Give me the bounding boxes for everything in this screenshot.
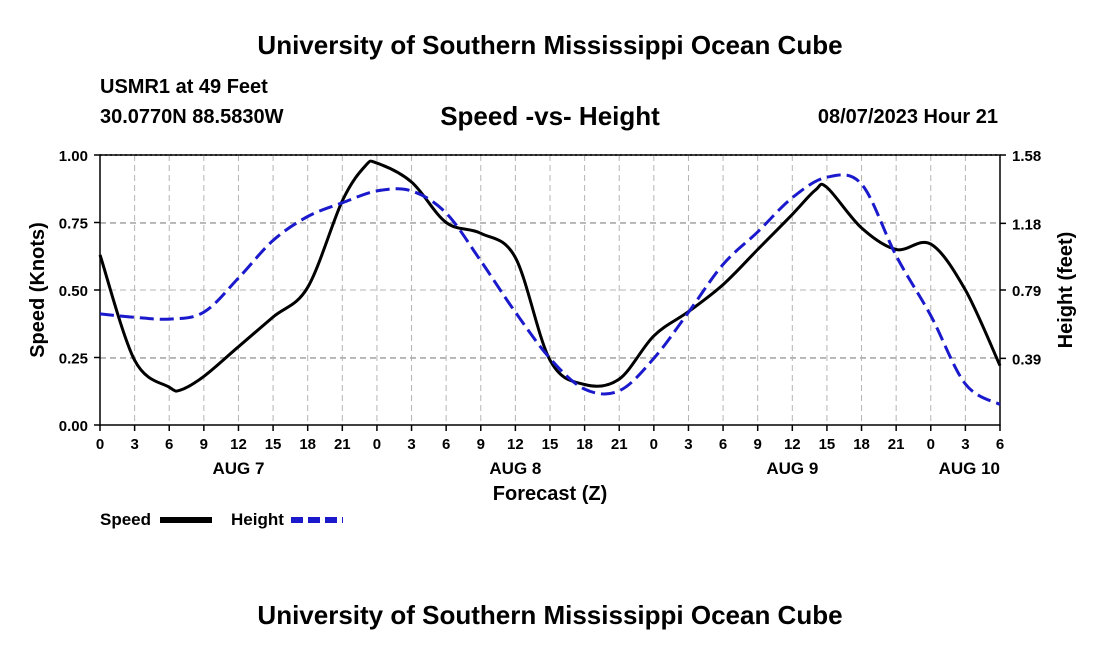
footer-title: University of Southern Mississippi Ocean… <box>257 600 843 630</box>
chart-title: Speed -vs- Height <box>440 101 660 131</box>
forecast-datetime: 08/07/2023 Hour 21 <box>817 106 998 128</box>
x-tick-label: 0 <box>373 436 381 453</box>
y-tick-label: 0.00 <box>59 418 88 435</box>
y2-tick-label: 0.79 <box>1012 283 1041 300</box>
y2-tick-label: 1.58 <box>1012 148 1041 165</box>
x-tick-label: 18 <box>299 436 316 453</box>
y-axis-label: Speed (Knots) <box>27 222 49 358</box>
main-title: University of Southern Mississippi Ocean… <box>257 30 843 60</box>
x-tick-label: 9 <box>477 436 485 453</box>
x-tick-label: 21 <box>334 436 351 453</box>
date-label: AUG 10 <box>939 459 1000 478</box>
x-tick-label: 12 <box>507 436 524 453</box>
x-tick-label: 3 <box>130 436 138 453</box>
x-tick-label: 6 <box>442 436 450 453</box>
y-tick-label: 0.50 <box>59 283 88 300</box>
y-axis-left: 0.00 0.25 0.50 0.75 1.00 <box>59 148 100 435</box>
x-tick-label: 9 <box>200 436 208 453</box>
x-tick-label: 12 <box>784 436 801 453</box>
x-tick-label: 6 <box>996 436 1004 453</box>
y-tick-label: 1.00 <box>59 148 88 165</box>
x-tick-label: 6 <box>165 436 173 453</box>
coordinates-label: 30.0770N 88.5830W <box>100 106 284 128</box>
series-layer <box>98 159 1002 406</box>
legend-height-label: Height <box>231 510 284 529</box>
y-tick-label: 0.75 <box>59 216 88 233</box>
station-label: USMR1 at 49 Feet <box>100 76 268 98</box>
x-tick-label: 21 <box>888 436 905 453</box>
y2-tick-label: 0.39 <box>1012 351 1041 368</box>
series-speed-line <box>98 159 1002 393</box>
x-tick-label: 9 <box>754 436 762 453</box>
x-axis: 0 3 6 9 12 15 18 21 0 3 6 9 12 15 18 21 0 3 6 9 12 15 18 21 0 3 6 A… <box>96 425 1004 478</box>
legend-speed-label: Speed <box>100 510 151 529</box>
x-tick-label: 15 <box>265 436 282 453</box>
grid <box>99 154 1001 426</box>
x-tick-label: 18 <box>576 436 593 453</box>
x-tick-label: 0 <box>650 436 658 453</box>
x-tick-label: 12 <box>230 436 247 453</box>
x-tick-label: 0 <box>96 436 104 453</box>
y2-tick-label: 1.18 <box>1012 216 1041 233</box>
x-tick-label: 6 <box>719 436 727 453</box>
x-axis-label: Forecast (Z) <box>493 483 607 505</box>
legend: Speed Height <box>100 510 343 529</box>
series-height-line <box>99 173 1001 406</box>
x-tick-label: 15 <box>542 436 559 453</box>
x-tick-label: 21 <box>611 436 628 453</box>
y-axis-right: 0.39 0.79 1.18 1.58 <box>1000 148 1041 368</box>
x-tick-label: 0 <box>927 436 935 453</box>
date-label: AUG 8 <box>489 459 541 478</box>
x-tick-label: 18 <box>853 436 870 453</box>
x-tick-label: 15 <box>819 436 836 453</box>
x-tick-label: 3 <box>407 436 415 453</box>
date-label: AUG 9 <box>766 459 818 478</box>
y2-axis-label: Height (feet) <box>1055 232 1077 349</box>
date-label: AUG 7 <box>212 459 264 478</box>
x-tick-label: 3 <box>684 436 692 453</box>
x-tick-label: 3 <box>961 436 969 453</box>
y-tick-label: 0.25 <box>59 351 88 368</box>
